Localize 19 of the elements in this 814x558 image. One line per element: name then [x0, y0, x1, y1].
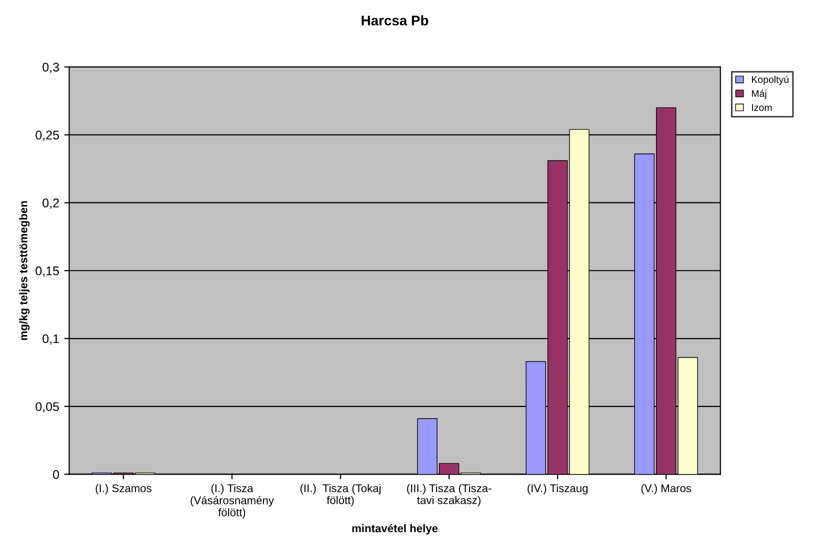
x-tick-label: (II.) Tisza (Tokaj fölött): [300, 484, 381, 506]
legend-label: Kopoltyú: [752, 76, 788, 85]
y-tick-label: 0,25: [36, 130, 59, 141]
x-tick-label: (I.) Tisza (Vásárosnamény fölött): [190, 484, 274, 518]
y-tick-label: 0,15: [36, 266, 59, 277]
y-tick-label: 0,2: [42, 198, 59, 209]
y-tick-label: 0,3: [42, 62, 59, 74]
y-tick-label: 0: [53, 470, 59, 479]
x-tick-label: (IV.) Tiszaug: [528, 484, 588, 494]
y-axis-title: mg/kg teljes testtömegben: [19, 201, 30, 340]
x-tick-label: (III.) Tisza (Tisza- tavi szakasz): [407, 484, 492, 506]
y-tick-label: 0,05: [36, 402, 59, 413]
legend-label: Máj: [752, 90, 766, 99]
x-tick-label: (I.) Szamos: [96, 484, 152, 494]
x-axis-title: mintavétel helye: [352, 524, 438, 534]
chart-title: Harcsa Pb: [362, 15, 428, 26]
y-tick-label: 0,1: [42, 334, 59, 345]
x-tick-label: (V.) Maros: [641, 484, 692, 494]
legend-label: Izom: [752, 104, 772, 111]
